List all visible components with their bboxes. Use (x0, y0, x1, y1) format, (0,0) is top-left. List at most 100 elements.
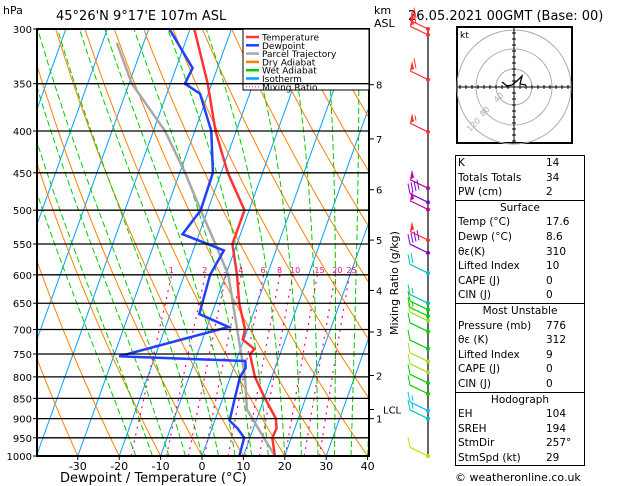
stats-row: θε (K) 312 (458, 333, 582, 348)
stat-label: EH (458, 408, 473, 421)
y-tick-label: 350 (13, 80, 32, 91)
wind-barb (409, 363, 429, 373)
wet-adiabat-line (350, 29, 360, 456)
stats-row: Lifted Index 9 (458, 348, 582, 363)
barb-feather (413, 13, 417, 24)
y-tick-label: 300 (13, 25, 32, 36)
y-tick-label: 450 (13, 169, 32, 180)
stats-row: CAPE (J) 0 (458, 274, 582, 289)
section-title: Hodograph (490, 393, 550, 406)
y-tick-label: 600 (13, 271, 32, 282)
barb-feather (416, 179, 420, 190)
y-tick-label: 950 (13, 434, 32, 445)
location-title: 45°26'N 9°17'E 107m ASL (56, 9, 227, 24)
stats-section: Most Unstable Pressure (mb) 776 θε (K) 312 Li… (456, 304, 584, 393)
x-tick-label: 40 (361, 460, 375, 473)
copyright: © weatheronline.co.uk (455, 471, 581, 484)
x-tick-label: -20 (110, 460, 128, 473)
stat-value: 9 (546, 348, 553, 361)
x-axis-label: Dewpoint / Temperature (°C) (60, 471, 247, 486)
mixing-ratio-label: 1 (169, 266, 174, 275)
barb-feather (411, 403, 414, 409)
barb-feather (407, 234, 411, 245)
stats-row: CIN (J) 0 (458, 377, 582, 392)
legend-label: Dewpoint (262, 42, 305, 52)
wind-barb (409, 263, 429, 274)
wind-barb (409, 243, 429, 254)
wind-barb (409, 300, 429, 311)
barb-feather (413, 7, 417, 18)
barb-feather (407, 297, 411, 308)
x-tick-label: 20 (278, 460, 292, 473)
stat-value: 776 (546, 319, 567, 332)
y-tick-label: 650 (13, 299, 32, 310)
x-tick-label: 0 (199, 460, 206, 473)
wet-adiabat-line (167, 29, 269, 456)
barb-feather (407, 312, 411, 323)
stat-value: 0 (546, 377, 553, 390)
barb-feather (407, 399, 411, 411)
wind-barb (409, 178, 429, 189)
wet-adiabat-line (288, 29, 319, 456)
stat-label: Lifted Index (458, 348, 520, 361)
barb-feather (407, 353, 411, 364)
barb-pennant (409, 113, 414, 124)
dry-adiabat-line (172, 29, 369, 400)
barb-feather (410, 182, 414, 193)
stat-label: Temp (°C) (458, 216, 511, 229)
stat-label: CAPE (J) (458, 363, 501, 376)
mixing-ratio-line (244, 274, 281, 456)
legend-label: Dry Adiabat (262, 58, 316, 68)
wind-barb (409, 339, 429, 350)
wind-barb (409, 122, 429, 133)
barb-feather (407, 437, 411, 448)
stat-value: 14 (546, 157, 560, 169)
dry-adiabat-line (289, 29, 369, 173)
km-label: 7 (376, 135, 382, 146)
dry-adiabat-line (260, 29, 369, 228)
stat-value: 312 (546, 334, 567, 347)
hodograph-unit: kt (460, 31, 469, 41)
stats-row: SREH 194 (458, 422, 582, 437)
y-axis-unit: hPa (3, 4, 23, 17)
isotherm-line (37, 29, 191, 456)
stats-row: Lifted Index 10 (458, 259, 582, 274)
stat-value: 2 (546, 186, 553, 199)
stat-value: 0 (546, 289, 553, 302)
isotherm-line (77, 29, 232, 456)
mixing-ratio-label: 20 (332, 266, 342, 275)
y-tick-label: 400 (13, 127, 32, 138)
barb-feather (411, 300, 414, 307)
parcel-trajectory-line (115, 42, 276, 456)
mixing-ratio-label: 10 (290, 266, 300, 275)
dry-adiabat-line (37, 357, 79, 456)
legend-label: Parcel Trajectory (262, 50, 337, 60)
barb-feather (414, 115, 417, 121)
x-tick-label: 30 (319, 460, 333, 473)
stat-label: CIN (J) (458, 377, 491, 390)
dry-adiabat-line (143, 29, 369, 456)
barb-feather (416, 230, 420, 241)
barb-pennant (409, 60, 414, 71)
wet-adiabat-line (37, 29, 186, 456)
dry-adiabat-line (231, 29, 369, 284)
stats-row: Dewp (°C) 8.6 (458, 230, 582, 245)
stat-value: 34 (546, 171, 560, 184)
mixing-ratio-line (165, 274, 206, 456)
stat-label: θε(K) (458, 245, 486, 258)
stats-row: Temp (°C) 17.6 (458, 215, 582, 230)
stat-value: 10 (546, 260, 560, 273)
section-title: Most Unstable (482, 304, 558, 317)
isotherm-line (284, 220, 369, 456)
wind-barb (409, 70, 429, 81)
stat-value: 17.6 (546, 216, 570, 229)
x-tick-label: 10 (236, 460, 250, 473)
stats-row: PW (cm) 2 (458, 185, 582, 200)
dry-adiabat-line (201, 29, 369, 341)
barb-feather (407, 364, 411, 375)
barb-feather (411, 305, 414, 311)
km-label: 4 (376, 286, 382, 297)
